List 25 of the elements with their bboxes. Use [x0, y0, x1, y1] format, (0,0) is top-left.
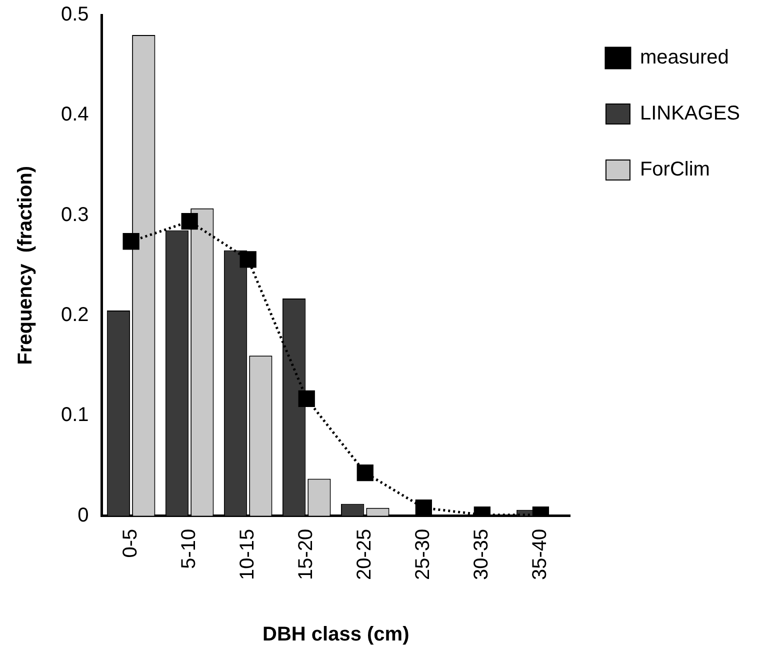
- legend-label: LINKAGES: [640, 102, 740, 125]
- x-tick-label: 0-5: [120, 528, 142, 558]
- point: [415, 500, 432, 516]
- point: [356, 464, 374, 482]
- x-tick-label: 15-20: [295, 528, 318, 580]
- y-tick-label: 0.3: [60, 204, 89, 226]
- x-tick-label: 30-35: [470, 528, 493, 580]
- x-tick-label: 20-25: [354, 528, 376, 580]
- point: [122, 233, 140, 250]
- x-tick-label: 10-15: [236, 528, 259, 580]
- y-tick-label: 0.5: [60, 4, 89, 26]
- y-tick-label: 0: [78, 504, 89, 526]
- point: [181, 213, 198, 230]
- legend-label: measured: [640, 46, 729, 69]
- y-tick-label: 0.1: [60, 404, 89, 426]
- x-axis-title: DBH class (cm): [262, 624, 410, 646]
- x-tick-label: 25-30: [412, 528, 434, 580]
- y-tick-label: 0.4: [60, 104, 89, 126]
- legend-label: ForClim: [640, 158, 710, 181]
- point: [298, 390, 315, 407]
- y-tick-label: 0.2: [60, 304, 89, 326]
- x-tick-label: 35-40: [529, 528, 552, 580]
- point: [240, 251, 256, 268]
- x-tick-label: 5-10: [178, 528, 200, 569]
- y-axis-title: Frequency (fraction): [14, 166, 37, 365]
